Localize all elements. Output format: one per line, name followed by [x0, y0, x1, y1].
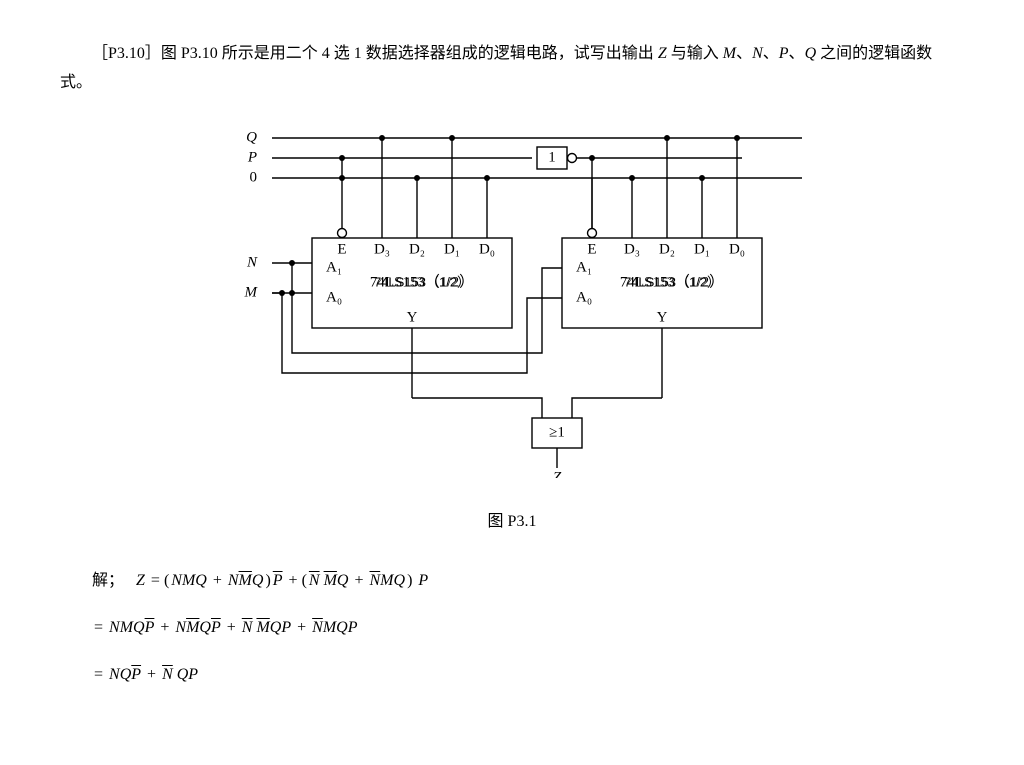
figure-caption: 图 P3.1: [60, 508, 964, 537]
svg-text:A₀: A₀: [576, 289, 592, 305]
circuit-diagram: QP 0 NM 1 E D₃ D₂ D₁ D₀ A₁ A₀ 74LS153（1/2） 74LS153（1…: [60, 118, 964, 489]
eq1-lhs: Z: [136, 572, 145, 589]
svg-text:D₀: D₀: [729, 241, 745, 257]
svg-text:A₁: A₁: [326, 259, 342, 275]
svg-text:Z: Z: [553, 469, 562, 478]
var-m: M: [723, 45, 736, 62]
var-z: Z: [658, 45, 667, 62]
svg-text:D₀: D₀: [479, 241, 495, 257]
svg-text:A₁: A₁: [576, 259, 592, 275]
svg-text:M: M: [244, 284, 259, 300]
svg-text:D₁: D₁: [694, 241, 710, 257]
svg-text:Y: Y: [407, 309, 418, 325]
solution-block: 解； Z =(NMQ + NMQ)P + (N MQ + NMQ) P = NM…: [92, 567, 964, 689]
svg-text:E: E: [337, 241, 346, 257]
svg-text:74LS153（1/2）: 74LS153（1/2）: [624, 274, 720, 289]
svg-text:N: N: [246, 254, 258, 270]
var-n: N: [752, 45, 763, 62]
var-q: Q: [805, 45, 817, 62]
svg-text:P: P: [247, 149, 257, 165]
eq-line-2: = NMQP + NMQP + N MQP + NMQP: [92, 614, 964, 643]
eq-line-3: = NQP + N QP: [92, 661, 964, 690]
svg-text:A₀: A₀: [326, 289, 342, 305]
svg-text:Y: Y: [657, 309, 668, 325]
problem-prefix: ［P3.10］图 P3.10 所示是用二个 4 选 1 数据选择器组成的逻辑电路…: [92, 45, 658, 62]
svg-text:74LS153（1/2）: 74LS153（1/2）: [374, 274, 470, 289]
svg-text:D₂: D₂: [659, 241, 675, 257]
svg-text:≥1: ≥1: [549, 424, 565, 440]
problem-mid: 与输入: [667, 45, 723, 62]
eq-line-1: 解； Z =(NMQ + NMQ)P + (N MQ + NMQ) P: [92, 567, 964, 596]
problem-statement: ［P3.10］图 P3.10 所示是用二个 4 选 1 数据选择器组成的逻辑电路…: [60, 40, 964, 98]
svg-text:Q: Q: [246, 129, 257, 145]
svg-text:0: 0: [250, 169, 258, 185]
circuit-svg: QP 0 NM 1 E D₃ D₂ D₁ D₀ A₁ A₀ 74LS153（1/2） 74LS153（1…: [202, 118, 822, 478]
svg-text:D₁: D₁: [444, 241, 460, 257]
svg-text:1: 1: [548, 149, 556, 165]
solution-label: 解；: [92, 572, 124, 589]
svg-text:E: E: [587, 241, 596, 257]
svg-text:D₃: D₃: [624, 241, 640, 257]
svg-text:D₂: D₂: [409, 241, 425, 257]
svg-text:D₃: D₃: [374, 241, 390, 257]
var-p: P: [779, 45, 789, 62]
